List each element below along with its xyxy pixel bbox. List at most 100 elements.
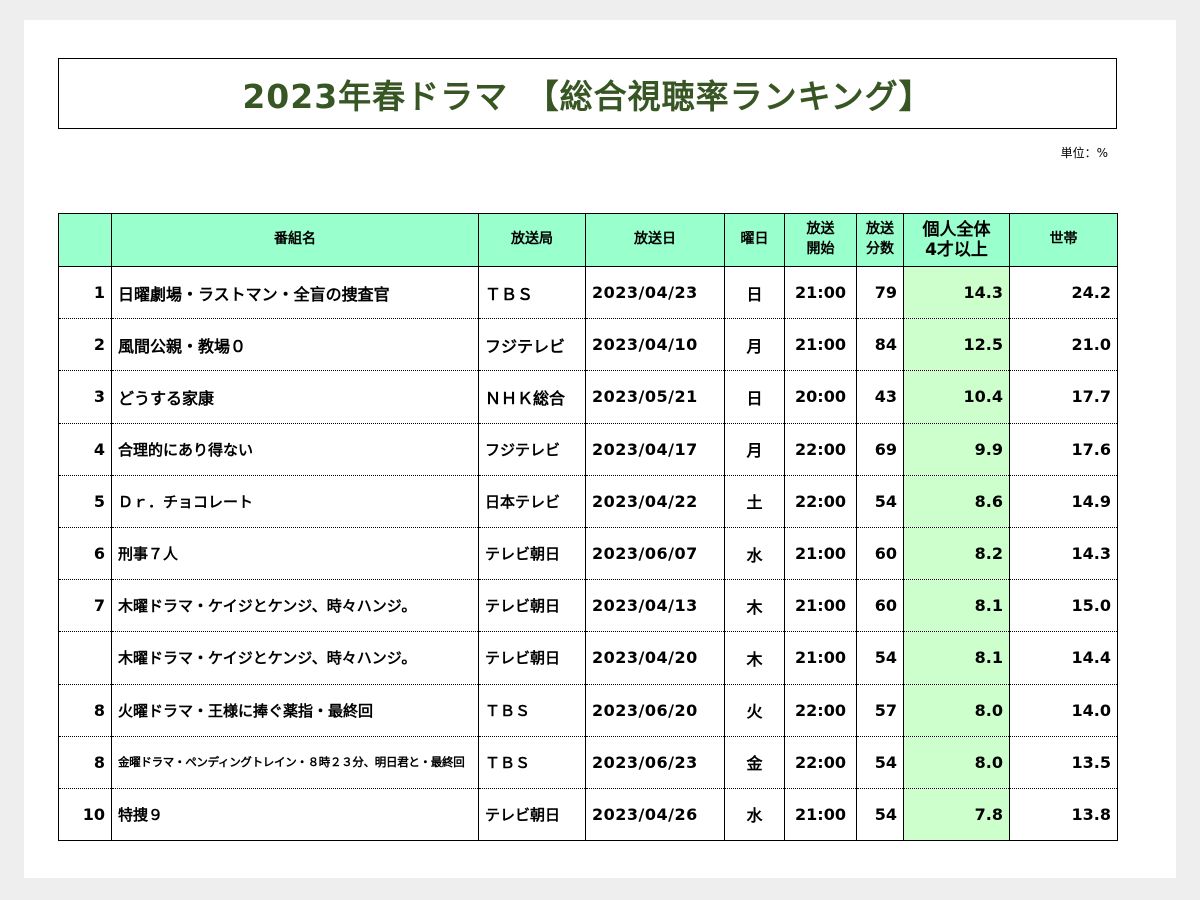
header-household: 世帯	[1009, 213, 1118, 267]
weekday-cell: 水	[724, 787, 785, 842]
program-cell: 合理的にあり得ない	[111, 422, 479, 476]
weekday-cell: 金	[724, 735, 785, 789]
station-cell: テレビ朝日	[478, 579, 586, 633]
weekday-cell: 火	[724, 683, 785, 737]
header-station: 放送局	[478, 213, 586, 267]
weekday-cell: 日	[724, 265, 785, 320]
ranking-table: 番組名 放送局 放送日 曜日 放送 開始 放送 分数 個人全体 4才以上 世帯 1 日…	[58, 213, 1118, 842]
program-cell: 火曜ドラマ・王様に捧ぐ薬指・最終回	[111, 683, 479, 737]
weekday-cell: 月	[724, 422, 785, 476]
header-personal-line1: 個人全体	[922, 219, 991, 240]
table-row: 2 風間公親・教場０ フジテレビ 2023/04/10 月 21:00 84 1…	[58, 318, 1118, 372]
start-cell: 21:00	[784, 526, 857, 581]
table-row: 8 火曜ドラマ・王様に捧ぐ薬指・最終回 ＴＢＳ 2023/06/20 火 22:…	[58, 683, 1118, 737]
table-row: 木曜ドラマ・ケイジとケンジ、時々ハンジ。 テレビ朝日 2023/04/20 木 …	[58, 631, 1118, 685]
header-start-line2: 開始	[806, 241, 835, 257]
station-cell: フジテレビ	[478, 422, 586, 476]
unit-label: 単位：%	[1060, 146, 1108, 160]
household-rating-cell: 13.8	[1009, 787, 1118, 842]
start-cell: 22:00	[784, 422, 857, 476]
weekday-cell: 木	[724, 631, 785, 685]
weekday-cell: 土	[724, 474, 785, 528]
household-rating-cell: 17.7	[1009, 370, 1118, 424]
table-row: 5 Ｄｒ．チョコレート 日本テレビ 2023/04/22 土 22:00 54 …	[58, 474, 1118, 528]
station-cell: テレビ朝日	[478, 631, 586, 685]
start-cell: 21:00	[784, 787, 857, 842]
date-cell: 2023/06/20	[585, 683, 725, 737]
start-cell: 21:00	[784, 631, 857, 685]
date-cell: 2023/06/07	[585, 526, 725, 581]
table-row: 6 刑事７人 テレビ朝日 2023/06/07 水 21:00 60 8.2 1…	[58, 526, 1118, 581]
date-cell: 2023/04/13	[585, 579, 725, 633]
start-cell: 21:00	[784, 579, 857, 633]
household-rating-cell: 14.0	[1009, 683, 1118, 737]
rank-cell: 10	[58, 787, 112, 842]
program-cell: 特捜９	[111, 787, 479, 842]
personal-rating-cell: 14.3	[903, 265, 1010, 320]
household-rating-cell: 24.2	[1009, 265, 1118, 320]
weekday-cell: 木	[724, 579, 785, 633]
weekday-cell: 水	[724, 526, 785, 581]
personal-rating-cell: 8.1	[903, 631, 1010, 685]
station-cell: テレビ朝日	[478, 526, 586, 581]
header-rank	[58, 213, 112, 267]
date-cell: 2023/04/23	[585, 265, 725, 320]
minutes-cell: 54	[856, 474, 904, 528]
household-rating-cell: 14.4	[1009, 631, 1118, 685]
date-cell: 2023/04/10	[585, 318, 725, 372]
date-cell: 2023/04/17	[585, 422, 725, 476]
rank-cell: 6	[58, 526, 112, 581]
table-row: 8 金曜ドラマ・ペンディングトレイン・８時２３分、明日君と・最終回 ＴＢＳ 20…	[58, 735, 1118, 789]
minutes-cell: 54	[856, 631, 904, 685]
header-date: 放送日	[585, 213, 725, 267]
start-cell: 22:00	[784, 474, 857, 528]
header-personal: 個人全体 4才以上	[903, 213, 1010, 267]
header-minutes-line2: 分数	[866, 241, 894, 257]
spreadsheet-page: 2023年春ドラマ 【総合視聴率ランキング】 単位：% 番組名 放送局 放送日 …	[24, 20, 1176, 878]
header-minutes: 放送 分数	[856, 213, 904, 267]
weekday-cell: 月	[724, 318, 785, 372]
start-cell: 20:00	[784, 370, 857, 424]
minutes-cell: 84	[856, 318, 904, 372]
page-title: 2023年春ドラマ 【総合視聴率ランキング】	[242, 76, 933, 116]
station-cell: 日本テレビ	[478, 474, 586, 528]
station-cell: ＴＢＳ	[478, 683, 586, 737]
start-cell: 22:00	[784, 735, 857, 789]
rank-cell: 8	[58, 683, 112, 737]
minutes-cell: 79	[856, 265, 904, 320]
rank-cell: 3	[58, 370, 112, 424]
program-cell: Ｄｒ．チョコレート	[111, 474, 479, 528]
date-cell: 2023/05/21	[585, 370, 725, 424]
program-cell: 木曜ドラマ・ケイジとケンジ、時々ハンジ。	[111, 631, 479, 685]
station-cell: フジテレビ	[478, 318, 586, 372]
minutes-cell: 69	[856, 422, 904, 476]
household-rating-cell: 17.6	[1009, 422, 1118, 476]
start-cell: 21:00	[784, 265, 857, 320]
table-row: 3 どうする家康 ＮＨＫ総合 2023/05/21 日 20:00 43 10.…	[58, 370, 1118, 424]
table-row: 1 日曜劇場・ラストマン・全盲の捜査官 ＴＢＳ 2023/04/23 日 21:…	[58, 265, 1118, 320]
personal-rating-cell: 8.1	[903, 579, 1010, 633]
personal-rating-cell: 8.2	[903, 526, 1010, 581]
minutes-cell: 43	[856, 370, 904, 424]
table-row: 10 特捜９ テレビ朝日 2023/04/26 水 21:00 54 7.8 1…	[58, 787, 1118, 842]
personal-rating-cell: 12.5	[903, 318, 1010, 372]
program-cell: 刑事７人	[111, 526, 479, 581]
station-cell: テレビ朝日	[478, 787, 586, 842]
personal-rating-cell: 10.4	[903, 370, 1010, 424]
header-row: 番組名 放送局 放送日 曜日 放送 開始 放送 分数 個人全体 4才以上 世帯	[58, 213, 1118, 267]
header-start-line1: 放送	[806, 221, 835, 238]
date-cell: 2023/04/20	[585, 631, 725, 685]
start-cell: 22:00	[784, 683, 857, 737]
header-program: 番組名	[111, 213, 479, 267]
minutes-cell: 54	[856, 787, 904, 842]
header-personal-line2: 4才以上	[925, 240, 988, 260]
rank-cell: 2	[58, 318, 112, 372]
station-cell: ＴＢＳ	[478, 735, 586, 789]
minutes-cell: 60	[856, 526, 904, 581]
title-box: 2023年春ドラマ 【総合視聴率ランキング】	[58, 58, 1117, 129]
household-rating-cell: 21.0	[1009, 318, 1118, 372]
station-cell: ＴＢＳ	[478, 265, 586, 320]
rank-cell: 1	[58, 265, 112, 320]
station-cell: ＮＨＫ総合	[478, 370, 586, 424]
rank-cell: 5	[58, 474, 112, 528]
